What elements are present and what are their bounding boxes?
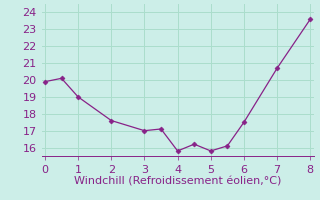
X-axis label: Windchill (Refroidissement éolien,°C): Windchill (Refroidissement éolien,°C) [74,176,281,186]
